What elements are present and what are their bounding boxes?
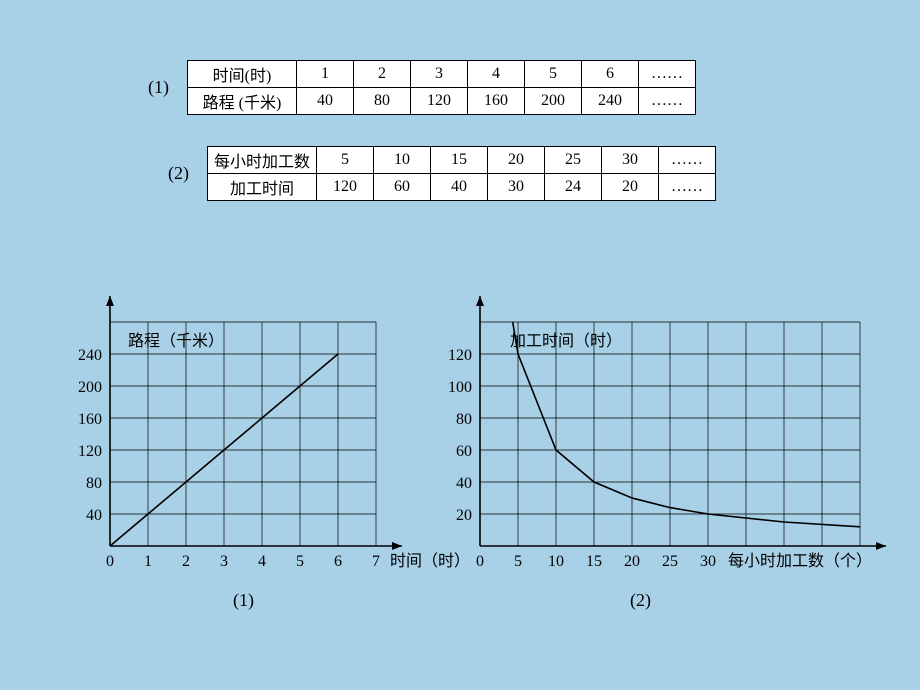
svg-text:5: 5 <box>296 553 304 570</box>
svg-text:80: 80 <box>456 411 472 428</box>
svg-text:120: 120 <box>448 347 472 364</box>
table1-label: (1) <box>148 77 169 98</box>
charts-area: 0 1 2 3 4 5 6 7 40 80 120 160 200 240 路程（千米） 时间（时） (1) 0 5… <box>40 246 910 666</box>
svg-text:每小时加工数（个）: 每小时加工数（个） <box>728 552 872 570</box>
t2-c: 25 <box>545 147 602 174</box>
table1: 时间(时) 1 2 3 4 5 6 …… 路程 (千米) 40 80 120 1… <box>187 60 696 115</box>
svg-text:5: 5 <box>514 553 522 570</box>
t2-c: 20 <box>602 174 659 201</box>
t1-c: 200 <box>525 88 582 115</box>
svg-text:(2): (2) <box>630 590 651 611</box>
svg-text:60: 60 <box>456 443 472 460</box>
t2-c: 30 <box>488 174 545 201</box>
table1-wrap: (1) 时间(时) 1 2 3 4 5 6 …… 路程 (千米) 40 80 1… <box>148 60 696 115</box>
svg-text:240: 240 <box>78 347 102 364</box>
svg-text:160: 160 <box>78 411 102 428</box>
svg-text:6: 6 <box>334 553 342 570</box>
t1-c: 240 <box>582 88 639 115</box>
svg-text:0: 0 <box>476 553 484 570</box>
t1-c: 120 <box>411 88 468 115</box>
t1-r1-hdr: 时间(时) <box>188 61 297 88</box>
svg-text:1: 1 <box>144 553 152 570</box>
svg-text:200: 200 <box>78 379 102 396</box>
svg-text:0: 0 <box>106 553 114 570</box>
t2-c: 60 <box>374 174 431 201</box>
charts-svg: 0 1 2 3 4 5 6 7 40 80 120 160 200 240 路程（千米） 时间（时） (1) 0 5… <box>40 246 910 666</box>
t1-c: 5 <box>525 61 582 88</box>
svg-text:25: 25 <box>662 553 678 570</box>
t2-c: 30 <box>602 147 659 174</box>
svg-text:80: 80 <box>86 475 102 492</box>
t2-c: 5 <box>317 147 374 174</box>
t2-c: …… <box>659 174 716 201</box>
svg-text:20: 20 <box>624 553 640 570</box>
t2-c: 10 <box>374 147 431 174</box>
t2-r2-hdr: 加工时间 <box>208 174 317 201</box>
table2-label: (2) <box>168 163 189 184</box>
t2-c: 120 <box>317 174 374 201</box>
t1-c: 3 <box>411 61 468 88</box>
t2-r1-hdr: 每小时加工数 <box>208 147 317 174</box>
t1-c: …… <box>639 61 696 88</box>
svg-text:30: 30 <box>700 553 716 570</box>
t2-c: 20 <box>488 147 545 174</box>
table2-wrap: (2) 每小时加工数 5 10 15 20 25 30 …… 加工时间 120 … <box>168 146 716 201</box>
t1-c: 4 <box>468 61 525 88</box>
t1-c: 80 <box>354 88 411 115</box>
t2-c: 40 <box>431 174 488 201</box>
svg-text:加工时间（时）: 加工时间（时） <box>510 332 622 350</box>
svg-text:20: 20 <box>456 507 472 524</box>
t1-c: 6 <box>582 61 639 88</box>
t1-r2-hdr: 路程 (千米) <box>188 88 297 115</box>
t1-c: 160 <box>468 88 525 115</box>
t1-c: 1 <box>297 61 354 88</box>
svg-text:(1): (1) <box>233 590 254 611</box>
svg-text:7: 7 <box>372 553 380 570</box>
t1-c: 2 <box>354 61 411 88</box>
svg-text:120: 120 <box>78 443 102 460</box>
svg-text:3: 3 <box>220 553 228 570</box>
svg-text:4: 4 <box>258 553 266 570</box>
t1-c: …… <box>639 88 696 115</box>
svg-text:2: 2 <box>182 553 190 570</box>
t1-c: 40 <box>297 88 354 115</box>
table2: 每小时加工数 5 10 15 20 25 30 …… 加工时间 120 60 4… <box>207 146 716 201</box>
svg-text:15: 15 <box>586 553 602 570</box>
svg-text:路程（千米）: 路程（千米） <box>128 332 224 350</box>
svg-text:100: 100 <box>448 379 472 396</box>
svg-text:40: 40 <box>86 507 102 524</box>
t2-c: …… <box>659 147 716 174</box>
t2-c: 24 <box>545 174 602 201</box>
svg-text:40: 40 <box>456 475 472 492</box>
svg-text:时间（时）: 时间（时） <box>390 552 470 570</box>
t2-c: 15 <box>431 147 488 174</box>
svg-text:10: 10 <box>548 553 564 570</box>
